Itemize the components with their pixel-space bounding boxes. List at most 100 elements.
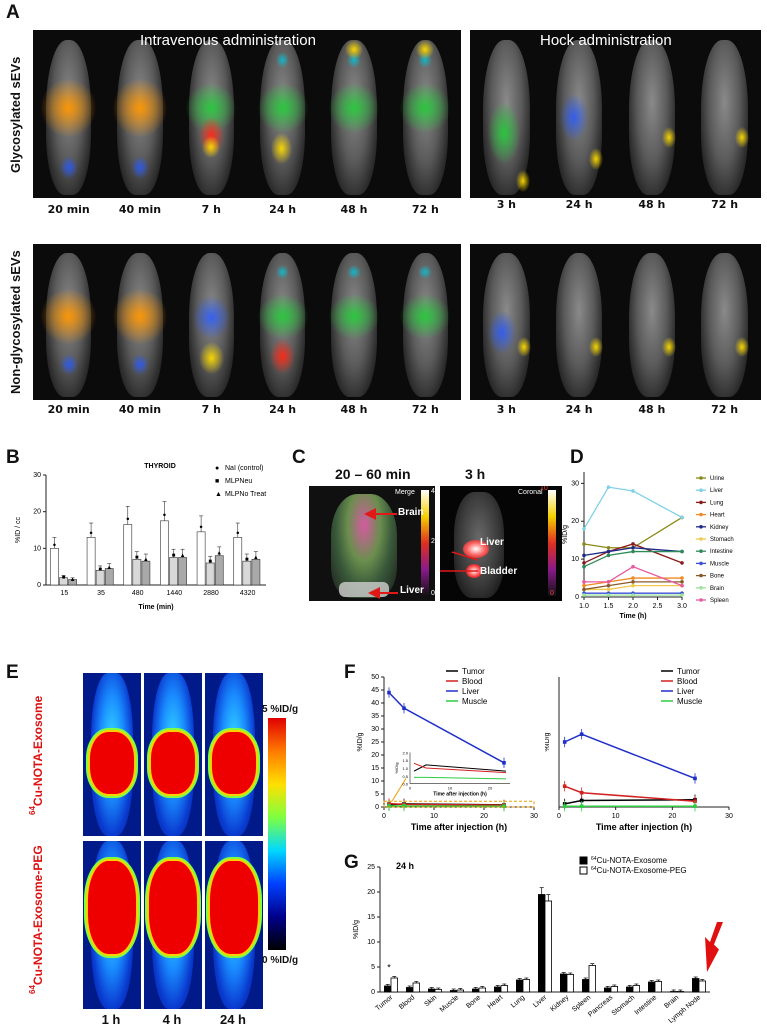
lymph-node-arrow-icon (705, 922, 723, 972)
data-point (631, 489, 635, 493)
bar (559, 973, 568, 993)
x-tick-label: 0 (382, 813, 386, 820)
data-marker: ■ (135, 555, 139, 561)
data-point (680, 549, 684, 554)
uptake-hotspot (257, 83, 308, 133)
exosome-peg-isotope: 64 (28, 985, 37, 995)
y-tick-label: 40 (371, 700, 379, 707)
data-point (680, 580, 684, 584)
panel-c-letter: C (292, 447, 306, 468)
bar (588, 965, 596, 993)
scale1-top: 4 (431, 488, 435, 495)
series-line (583, 547, 683, 556)
bar (669, 991, 678, 993)
data-marker: ■ (98, 567, 102, 573)
y-tick-label: 20 (371, 752, 379, 759)
legend-label: Bone (710, 574, 725, 580)
uptake-hotspot (271, 132, 292, 164)
category-label: Heart (487, 994, 505, 1010)
y-tick-label: 0 (371, 989, 375, 996)
inset-series-line (413, 764, 507, 772)
data-point (582, 527, 586, 531)
bar (384, 985, 392, 993)
data-point (631, 549, 635, 554)
bar (566, 974, 574, 993)
bar (676, 991, 684, 993)
pet-image-cell (82, 672, 142, 837)
inset-y-label: %ID/g (394, 763, 399, 774)
legend-dot (699, 500, 703, 505)
series-line (564, 733, 696, 780)
uptake-hotspot (130, 155, 150, 180)
legend-label: Blood (462, 677, 482, 686)
coronal-label: Coronal (518, 489, 543, 496)
bar (428, 988, 436, 993)
uptake-hotspot (589, 148, 604, 170)
bar (493, 986, 502, 993)
uptake-hotspot (662, 126, 677, 149)
category-label: Intestine (634, 994, 659, 1016)
time-label: 1 h (101, 1012, 121, 1027)
uptake-hotspot (41, 289, 97, 344)
y-tick-label: 10 (371, 778, 379, 785)
time-label: 24 h (219, 1012, 246, 1027)
legend-label: Spleen (710, 598, 729, 604)
time-label: 24 h (565, 403, 593, 416)
bar (478, 987, 486, 993)
x-tick-label: 20 (668, 813, 676, 820)
hock-time-row-1: 3 h 24 h 48 h 72 h (470, 198, 761, 214)
y-tick-label: 0 (575, 594, 579, 601)
uptake-hotspot (130, 353, 150, 376)
pet-image-cell (204, 672, 264, 837)
panel-d-letter: D (570, 447, 584, 468)
legend-label: Heart (710, 513, 725, 519)
uptake-hotspot (257, 293, 308, 340)
series-line (583, 550, 682, 568)
y-tick-label: 15 (371, 765, 379, 772)
legend-dot (699, 598, 703, 602)
iv-nonglycosylated-image-strip (33, 244, 461, 400)
bar (160, 520, 169, 586)
uptake-hotspot (198, 342, 224, 374)
uptake-hotspot (487, 310, 516, 354)
bar (214, 555, 224, 586)
x-tick-label: 480 (132, 590, 144, 597)
bladder-label: Bladder (480, 566, 518, 577)
category-label: Blood (398, 994, 416, 1011)
exosome-peg-label: Cu-NOTA-Exosome-PEG (31, 845, 45, 986)
series-line (564, 785, 696, 803)
data-marker: ▲ (70, 577, 76, 583)
pet-exosome-image-grid (82, 670, 264, 1010)
y-tick-label: 5 (375, 791, 379, 798)
ct-mouse (328, 40, 380, 195)
inset-y-tick: 0.0 (402, 782, 408, 787)
uptake-hotspot (487, 101, 521, 164)
legend-label: Liver (462, 687, 480, 696)
exosome-label: Cu-NOTA-Exosome (31, 695, 45, 806)
panel-c-arrows (364, 508, 479, 599)
data-point (606, 545, 611, 550)
liver-label-left: Liver (400, 585, 424, 596)
uptake-hotspot (589, 336, 604, 357)
data-point (606, 549, 611, 554)
uptake-hotspot (515, 169, 530, 192)
legend-dot (699, 525, 703, 529)
bar (610, 986, 618, 993)
category-label: Stomach (611, 994, 637, 1017)
brain-label: Brain (398, 507, 424, 518)
row-label-glycosylated: Glycosylated sEVs (8, 56, 23, 174)
x-axis-label: Time after injection (h) (411, 822, 507, 832)
y-tick-label: 25 (367, 864, 375, 871)
data-point (606, 553, 611, 558)
exosome-peg-row-label: 64Cu-NOTA-Exosome-PEG (28, 845, 68, 995)
inset-x-tick: 20 (488, 786, 493, 791)
data-point (631, 545, 635, 550)
legend-label: Muscle (462, 697, 488, 706)
ct-mouse (555, 253, 604, 397)
legend-swatch (579, 856, 588, 865)
data-point (582, 564, 586, 569)
series-line (583, 581, 682, 591)
legend-dot (699, 561, 703, 566)
uptake-hotspot (328, 83, 380, 133)
uptake-hotspot (418, 264, 433, 280)
